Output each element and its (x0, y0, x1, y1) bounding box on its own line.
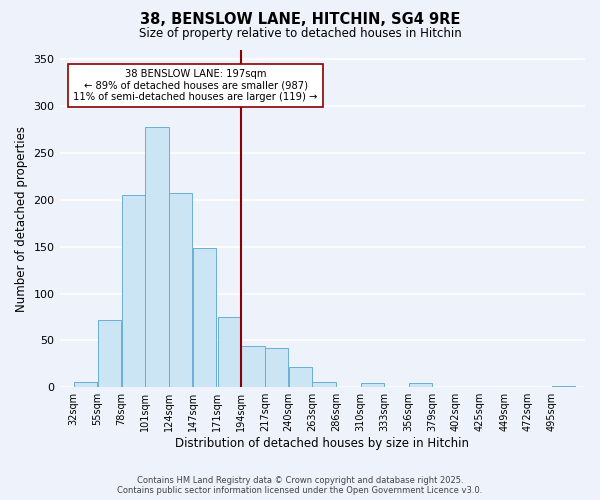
Bar (74, 382, 97, 387)
Bar (218, 317, 241, 387)
Bar (241, 346, 265, 387)
Bar (98, 320, 121, 387)
Bar (265, 348, 288, 387)
Bar (313, 382, 336, 387)
Bar (169, 194, 192, 387)
Bar (552, 386, 575, 387)
Bar (145, 127, 169, 387)
X-axis label: Distribution of detached houses by size in Hitchin: Distribution of detached houses by size … (175, 437, 469, 450)
Bar (122, 195, 145, 387)
Text: Size of property relative to detached houses in Hitchin: Size of property relative to detached ho… (139, 28, 461, 40)
Text: Contains HM Land Registry data © Crown copyright and database right 2025.
Contai: Contains HM Land Registry data © Crown c… (118, 476, 482, 495)
Text: 38, BENSLOW LANE, HITCHIN, SG4 9RE: 38, BENSLOW LANE, HITCHIN, SG4 9RE (140, 12, 460, 28)
Y-axis label: Number of detached properties: Number of detached properties (15, 126, 28, 312)
Text: 38 BENSLOW LANE: 197sqm
← 89% of detached houses are smaller (987)
11% of semi-d: 38 BENSLOW LANE: 197sqm ← 89% of detache… (73, 68, 318, 102)
Bar (361, 382, 384, 387)
Bar (289, 366, 312, 387)
Bar (193, 248, 216, 387)
Bar (409, 382, 432, 387)
